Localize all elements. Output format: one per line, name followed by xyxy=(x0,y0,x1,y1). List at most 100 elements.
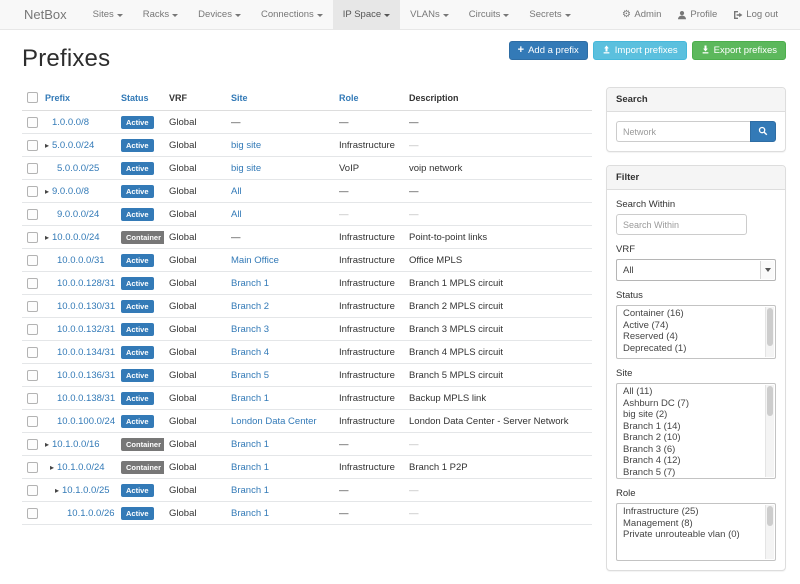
filter-option[interactable]: Branch 5 (7) xyxy=(623,466,676,478)
scrollbar-thumb[interactable] xyxy=(767,506,773,526)
prefix-link[interactable]: 9.0.0.0/24 xyxy=(57,208,100,220)
site-link[interactable]: Branch 1 xyxy=(231,484,270,496)
nav-item-racks[interactable]: Racks xyxy=(133,0,188,29)
column-header-role[interactable]: Role xyxy=(339,92,359,103)
scrollbar[interactable] xyxy=(765,505,774,559)
filter-option[interactable]: Branch 2 (10) xyxy=(623,432,681,443)
column-header-status[interactable]: Status xyxy=(121,92,149,103)
prefix-link[interactable]: 10.0.100.0/24 xyxy=(57,415,116,427)
site-link[interactable]: London Data Center xyxy=(231,415,317,427)
vrf-select[interactable]: All xyxy=(616,259,776,281)
site-link[interactable]: big site xyxy=(231,162,262,174)
prefix-link[interactable]: 10.0.0.128/31 xyxy=(57,277,116,289)
column-header-site[interactable]: Site xyxy=(231,92,248,103)
row-checkbox[interactable] xyxy=(27,208,38,220)
site-link[interactable]: Branch 1 xyxy=(231,438,270,450)
filter-option[interactable]: Deprecated (1) xyxy=(623,342,687,354)
export-prefixes-button[interactable]: Export prefixes xyxy=(691,41,786,60)
status-filter-listbox[interactable]: Container (16) Active (74) Reserved (4) Dep… xyxy=(616,305,776,359)
prefix-link[interactable]: 10.1.0.0/16 xyxy=(52,438,100,450)
prefix-link[interactable]: 10.0.0.0/31 xyxy=(57,254,105,266)
row-checkbox[interactable] xyxy=(27,300,38,312)
prefix-link[interactable]: 10.1.0.0/24 xyxy=(57,461,105,473)
import-prefixes-button[interactable]: Import prefixes xyxy=(592,41,687,60)
column-header-prefix[interactable]: Prefix xyxy=(45,92,71,103)
site-link[interactable]: Branch 1 xyxy=(231,507,270,519)
site-link[interactable]: big site xyxy=(231,139,262,151)
prefix-link[interactable]: 10.0.0.134/31 xyxy=(57,346,116,358)
scrollbar-thumb[interactable] xyxy=(767,386,773,416)
prefix-link[interactable]: 10.0.0.0/24 xyxy=(52,231,100,243)
row-checkbox[interactable] xyxy=(27,484,38,496)
filter-option[interactable]: Active (74) xyxy=(623,319,669,331)
brand[interactable]: NetBox xyxy=(24,7,67,22)
prefix-link[interactable]: 10.0.0.136/31 xyxy=(57,369,116,381)
prefix-link[interactable]: 10.0.0.138/31 xyxy=(57,392,116,404)
nav-item-sites[interactable]: Sites xyxy=(83,0,133,29)
add-prefix-button[interactable]: + Add a prefix xyxy=(508,41,588,60)
row-checkbox[interactable] xyxy=(27,507,38,519)
row-checkbox[interactable] xyxy=(27,346,38,358)
prefix-link[interactable]: 9.0.0.0/8 xyxy=(52,185,89,197)
filter-option[interactable]: Branch 4 (12) xyxy=(623,455,681,466)
row-checkbox[interactable] xyxy=(27,231,38,243)
site-link[interactable]: Branch 1 xyxy=(231,392,270,404)
role-filter-listbox[interactable]: Infrastructure (25) Management (8) Private… xyxy=(616,503,776,561)
profile-link[interactable]: Profile xyxy=(669,0,725,29)
row-checkbox[interactable] xyxy=(27,254,38,266)
prefix-link[interactable]: 10.1.0.0/25 xyxy=(62,484,110,496)
filter-option[interactable]: COLO-1-24 (2) xyxy=(617,478,775,479)
logout-link[interactable]: Log out xyxy=(725,0,786,29)
row-checkbox[interactable] xyxy=(27,116,38,128)
row-checkbox[interactable] xyxy=(27,461,38,473)
row-checkbox[interactable] xyxy=(27,277,38,289)
filter-option[interactable]: big site (2) xyxy=(623,409,668,420)
site-filter-listbox[interactable]: All (11) Ashburn DC (7) big site (2) Branch… xyxy=(616,383,776,479)
nav-item-secrets[interactable]: Secrets xyxy=(519,0,580,29)
site-link[interactable]: Branch 5 xyxy=(231,369,270,381)
site-link[interactable]: Main Office xyxy=(231,254,279,266)
scrollbar[interactable] xyxy=(765,307,774,357)
row-checkbox[interactable] xyxy=(27,415,38,427)
row-checkbox[interactable] xyxy=(27,162,38,174)
nav-item-connections[interactable]: Connections xyxy=(251,0,333,29)
search-within-input[interactable] xyxy=(616,214,747,235)
site-link[interactable]: All xyxy=(231,185,242,197)
search-button[interactable] xyxy=(750,121,776,142)
site-link[interactable]: All xyxy=(231,208,242,220)
filter-option[interactable]: Management (8) xyxy=(623,517,693,529)
prefix-link[interactable]: 10.1.0.0/26 xyxy=(67,507,115,519)
prefix-link[interactable]: 5.0.0.0/25 xyxy=(57,162,100,174)
search-input[interactable] xyxy=(616,121,750,142)
row-checkbox[interactable] xyxy=(27,369,38,381)
site-link[interactable]: Branch 3 xyxy=(231,323,270,335)
scrollbar-thumb[interactable] xyxy=(767,308,773,346)
select-all-checkbox[interactable] xyxy=(27,92,38,104)
filter-option[interactable]: Ashburn DC (7) xyxy=(623,397,689,409)
select-dropdown-control[interactable] xyxy=(760,261,774,279)
row-checkbox[interactable] xyxy=(27,323,38,335)
prefix-link[interactable]: 1.0.0.0/8 xyxy=(52,116,89,128)
row-checkbox[interactable] xyxy=(27,185,38,197)
filter-option[interactable]: Private unrouteable vlan (0) xyxy=(623,529,740,540)
site-link[interactable]: Branch 1 xyxy=(231,277,270,289)
row-checkbox[interactable] xyxy=(27,438,38,450)
nav-item-ip-space[interactable]: IP Space xyxy=(332,0,401,29)
prefix-link[interactable]: 10.0.0.130/31 xyxy=(57,300,116,312)
site-link[interactable]: Branch 4 xyxy=(231,346,270,358)
nav-item-devices[interactable]: Devices xyxy=(188,0,251,29)
filter-option[interactable]: Branch 3 (6) xyxy=(623,443,676,455)
row-checkbox[interactable] xyxy=(27,392,38,404)
site-link[interactable]: Branch 1 xyxy=(231,461,270,473)
admin-link[interactable]: ⚙ Admin xyxy=(613,0,669,29)
filter-option[interactable]: Container (16) xyxy=(623,308,684,319)
nav-item-vlans[interactable]: VLANs xyxy=(400,0,459,29)
prefix-link[interactable]: 5.0.0.0/24 xyxy=(52,139,95,151)
nav-item-circuits[interactable]: Circuits xyxy=(459,0,520,29)
filter-option[interactable]: Branch 1 (14) xyxy=(623,420,681,432)
scrollbar[interactable] xyxy=(765,385,774,477)
filter-option[interactable]: Infrastructure (25) xyxy=(623,506,699,517)
prefix-link[interactable]: 10.0.0.132/31 xyxy=(57,323,116,335)
row-checkbox[interactable] xyxy=(27,139,38,151)
filter-option[interactable]: All (11) xyxy=(623,386,653,397)
